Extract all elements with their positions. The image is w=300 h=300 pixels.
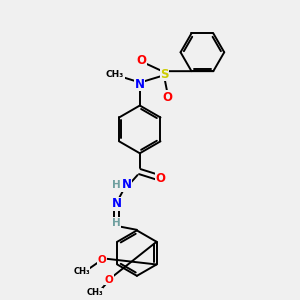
Text: CH₃: CH₃ — [86, 288, 103, 297]
Text: O: O — [155, 172, 165, 184]
Text: O: O — [98, 255, 106, 266]
Text: O: O — [136, 55, 146, 68]
Text: S: S — [160, 68, 169, 81]
Text: CH₃: CH₃ — [73, 267, 90, 276]
Text: H: H — [112, 180, 121, 190]
Text: O: O — [163, 91, 172, 104]
Text: N: N — [112, 197, 122, 210]
Text: H: H — [112, 218, 121, 228]
Text: CH₃: CH₃ — [106, 70, 124, 79]
Text: N: N — [135, 78, 145, 91]
Text: O: O — [105, 275, 114, 285]
Text: N: N — [122, 178, 132, 191]
